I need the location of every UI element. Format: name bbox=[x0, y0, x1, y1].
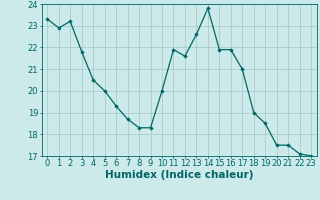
X-axis label: Humidex (Indice chaleur): Humidex (Indice chaleur) bbox=[105, 170, 253, 180]
